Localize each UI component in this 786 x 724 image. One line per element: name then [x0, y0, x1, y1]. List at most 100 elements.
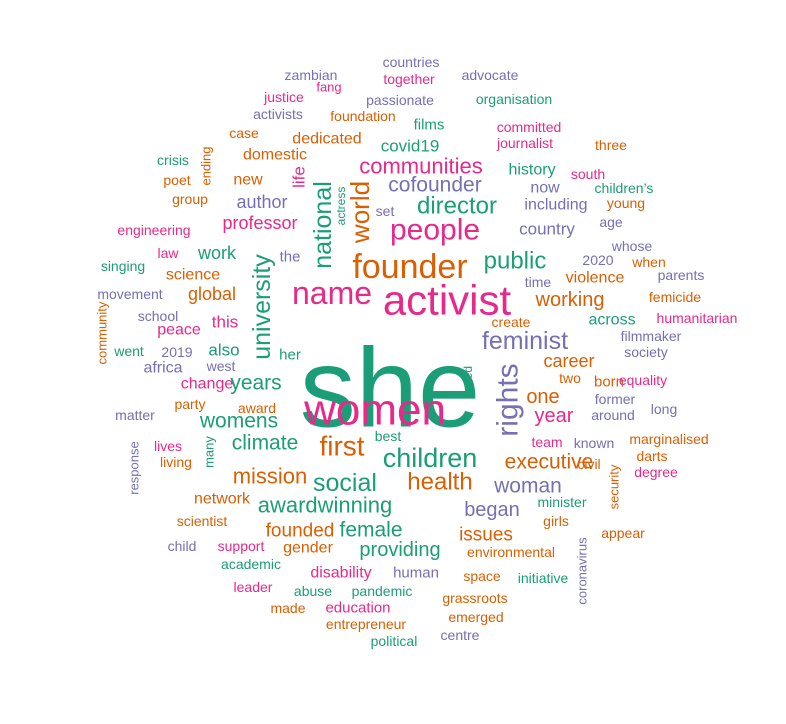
word-years: years: [230, 372, 281, 395]
word-female: female: [339, 519, 402, 542]
word-young: young: [607, 195, 645, 211]
word-initiative: initiative: [518, 570, 569, 586]
word-countries: countries: [383, 54, 440, 70]
word-name: name: [292, 275, 372, 311]
word-advocate: advocate: [462, 67, 519, 83]
word-executive: executive: [505, 451, 594, 474]
word-award: award: [238, 400, 276, 416]
word-career: career: [543, 351, 594, 371]
word-ending: ending: [199, 146, 214, 185]
word-africa: africa: [143, 360, 182, 377]
word-movement: movement: [97, 286, 162, 302]
word-engineering: engineering: [117, 222, 190, 238]
word-health: health: [407, 469, 472, 496]
word-women: women: [303, 386, 446, 435]
word-environmental: environmental: [467, 544, 555, 560]
word-change: change: [181, 376, 234, 393]
word-university: university: [248, 254, 276, 360]
word-public: public: [484, 248, 547, 275]
word-former: former: [595, 391, 636, 407]
word-network: network: [194, 491, 251, 508]
word-2019: 2019: [161, 344, 192, 360]
word-centre: centre: [441, 627, 480, 643]
word-humanitarian: humanitarian: [657, 310, 738, 326]
word-dedicated: dedicated: [292, 131, 361, 148]
word-age: age: [599, 214, 623, 230]
word-three: three: [595, 137, 627, 153]
word-also: also: [208, 341, 239, 360]
word-science: science: [166, 267, 220, 284]
word-minister: minister: [537, 494, 586, 510]
word-society: society: [624, 344, 668, 360]
word-marginalised: marginalised: [629, 431, 708, 447]
word-went: went: [113, 343, 144, 359]
word-woman: woman: [493, 475, 562, 498]
word-girls: girls: [543, 513, 569, 529]
word-crisis: crisis: [157, 152, 189, 168]
word-work: work: [197, 243, 237, 263]
word-matter: matter: [115, 407, 155, 423]
word-social: social: [313, 469, 377, 497]
word-across: across: [588, 312, 635, 329]
word-this: this: [212, 313, 238, 332]
word-darts: darts: [636, 448, 667, 464]
word-2020: 2020: [582, 252, 613, 268]
word-political: political: [371, 633, 418, 649]
word-led: led: [461, 366, 475, 382]
word-actress: actress: [334, 187, 348, 226]
word-organisation: organisation: [476, 91, 552, 107]
word-emerged: emerged: [448, 609, 503, 625]
word-west: west: [206, 358, 236, 374]
word-school: school: [138, 308, 178, 324]
word-first: first: [319, 431, 364, 462]
word-her: her: [279, 347, 301, 364]
word-professor: professor: [222, 213, 297, 233]
word-equality: equality: [619, 372, 667, 388]
word-zambian: zambian: [285, 67, 338, 83]
word-director: director: [417, 193, 497, 220]
word-gender: gender: [283, 540, 333, 557]
word-many: many: [202, 436, 217, 468]
word-born: born: [594, 374, 624, 391]
word-two: two: [559, 370, 581, 386]
word-made: made: [270, 600, 305, 616]
word-mission: mission: [233, 464, 308, 489]
word-global: global: [188, 284, 236, 304]
word-awardwinning: awardwinning: [258, 493, 393, 518]
word-law: law: [157, 245, 179, 261]
word-support: support: [218, 538, 265, 554]
word-set: set: [376, 203, 395, 219]
word-singing: singing: [101, 258, 145, 274]
word-people: people: [390, 214, 480, 247]
word-she: she: [300, 326, 481, 451]
word-life: life: [290, 166, 309, 188]
word-living: living: [160, 454, 192, 470]
word-together: together: [383, 71, 435, 87]
word-grassroots: grassroots: [442, 590, 507, 606]
word-new: new: [233, 172, 263, 189]
word-leader: leader: [234, 579, 273, 595]
word-degree: degree: [634, 464, 678, 480]
word-providing: providing: [359, 539, 440, 561]
word-national: national: [309, 181, 337, 269]
word-parents: parents: [658, 267, 705, 283]
word-committed: committed: [497, 119, 562, 135]
word-children: children: [383, 443, 478, 473]
word-peace: peace: [157, 322, 201, 339]
word-feminist: feminist: [482, 327, 568, 355]
word-poet: poet: [163, 172, 190, 188]
word-working: working: [535, 289, 605, 311]
word-domestic: domestic: [243, 147, 307, 164]
word-child: child: [168, 538, 197, 554]
word-rights: rights: [492, 363, 525, 436]
word-communities: communities: [359, 154, 482, 179]
word-appear: appear: [601, 525, 645, 541]
word-began: began: [464, 499, 520, 521]
word-human: human: [393, 565, 439, 582]
word-space: space: [463, 568, 501, 584]
word-fang: fang: [316, 80, 341, 95]
word-filmmaker: filmmaker: [621, 328, 682, 344]
word-community: community: [95, 301, 110, 364]
